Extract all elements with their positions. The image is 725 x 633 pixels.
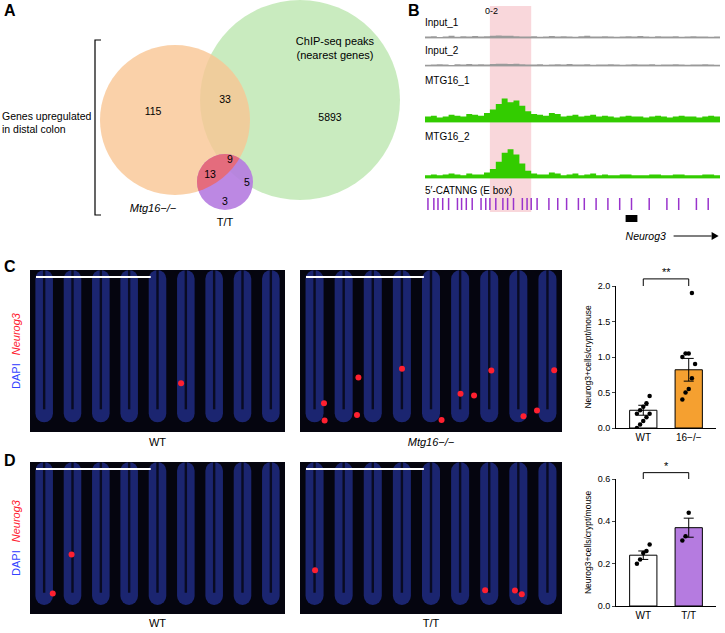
svg-text:13: 13 [204, 168, 216, 180]
svg-text:Neurog3: Neurog3 [626, 230, 666, 242]
svg-text:5′-CATNNG (E box): 5′-CATNNG (E box) [425, 185, 512, 196]
svg-text:2.0: 2.0 [598, 281, 611, 291]
svg-text:A: A [4, 2, 16, 19]
svg-text:0.5: 0.5 [598, 388, 611, 398]
svg-text:(nearest genes): (nearest genes) [296, 49, 373, 61]
svg-text:3: 3 [222, 195, 228, 207]
svg-text:33: 33 [219, 93, 231, 105]
svg-text:Neurog3+cells/crypt/mouse: Neurog3+cells/crypt/mouse [583, 491, 593, 595]
svg-text:T/T: T/T [681, 610, 696, 621]
svg-text:Mtg16−/−: Mtg16−/− [130, 202, 177, 214]
svg-text:1.5: 1.5 [598, 317, 611, 327]
svg-text:Mtg16−/−: Mtg16−/− [408, 436, 455, 448]
svg-text:Input_1: Input_1 [425, 17, 459, 28]
svg-text:Neurog3+cells/crypt/mouse: Neurog3+cells/crypt/mouse [583, 305, 593, 409]
svg-text:9: 9 [227, 153, 233, 165]
svg-text:DAPINeurog3: DAPINeurog3 [10, 499, 22, 576]
svg-text:B: B [408, 2, 420, 19]
svg-text:0-2: 0-2 [485, 6, 498, 16]
svg-text:115: 115 [145, 105, 162, 117]
svg-text:D: D [4, 452, 16, 469]
svg-text:0.0: 0.0 [598, 601, 611, 611]
svg-text:16−/−: 16−/− [676, 432, 702, 443]
svg-text:DAPINeurog3: DAPINeurog3 [10, 312, 22, 389]
svg-text:in distal colon: in distal colon [2, 123, 66, 135]
svg-text:WT: WT [149, 617, 166, 629]
svg-text:MTG16_2: MTG16_2 [425, 131, 470, 142]
svg-text:0.4: 0.4 [598, 516, 611, 526]
svg-text:*: * [664, 460, 669, 472]
svg-text:T/T: T/T [217, 216, 234, 228]
svg-text:WT: WT [635, 610, 651, 621]
svg-text:0.0: 0.0 [598, 423, 611, 433]
svg-text:0.6: 0.6 [598, 474, 611, 484]
svg-text:WT: WT [149, 436, 166, 448]
svg-text:ChIP-seq peaks: ChIP-seq peaks [296, 35, 375, 47]
svg-text:5893: 5893 [318, 111, 342, 123]
svg-text:WT: WT [635, 432, 651, 443]
svg-text:C: C [4, 258, 16, 275]
svg-text:T/T: T/T [423, 617, 440, 629]
svg-text:**: ** [662, 266, 671, 278]
svg-text:1.0: 1.0 [598, 352, 611, 362]
svg-text:Genes upregulated: Genes upregulated [2, 110, 91, 122]
svg-text:MTG16_1: MTG16_1 [425, 75, 470, 86]
svg-text:0.2: 0.2 [598, 559, 611, 569]
svg-text:5: 5 [244, 176, 250, 188]
svg-text:Input_2: Input_2 [425, 45, 459, 56]
